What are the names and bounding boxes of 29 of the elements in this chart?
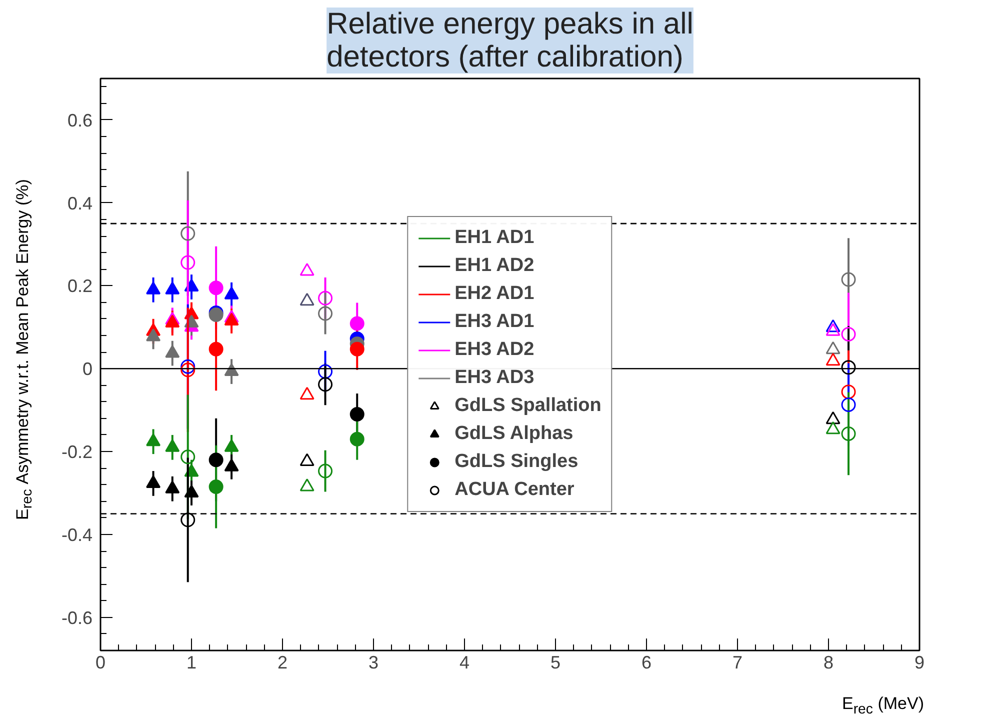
x-tick-label: 8 [823, 652, 834, 672]
legend-label: EH2 AD1 [454, 283, 534, 305]
legend-label: EH3 AD2 [454, 339, 534, 361]
legend-label: GdLS Singles [454, 451, 578, 473]
chart-title: Relative energy peaks in all detectors (after calibration) [326, 8, 694, 74]
y-tick-label: 0.4 [67, 193, 93, 214]
y-tick-label: -0.4 [61, 524, 93, 545]
x-tick-label: 5 [550, 652, 561, 672]
legend-label: GdLS Spallation [454, 395, 602, 417]
x-tick-label: 7 [732, 652, 743, 672]
legend-label: EH1 AD2 [454, 255, 534, 277]
legend-label: EH1 AD1 [454, 227, 534, 249]
legend-label: EH3 AD1 [454, 311, 534, 333]
x-tick-label: 6 [641, 652, 652, 672]
x-tick-label: 1 [186, 652, 197, 672]
y-tick-label: 0.6 [67, 110, 93, 130]
x-axis-title: E$_{rec}$ (MeV) [842, 693, 924, 717]
x-tick-label: 0 [95, 652, 106, 672]
x-tick-label: 4 [459, 652, 470, 672]
legend-label: GdLS Alphas [454, 423, 574, 445]
legend-label: ACUA Center [454, 479, 574, 501]
legend-label: EH3 AD3 [454, 367, 534, 389]
x-tick-label: 9 [914, 652, 925, 672]
y-tick-label: 0 [82, 359, 93, 380]
x-tick-label: 3 [368, 652, 379, 672]
y-tick-label: -0.2 [61, 442, 93, 462]
y-tick-label: 0.2 [67, 276, 93, 296]
x-tick-label: 2 [277, 652, 288, 672]
y-tick-label: -0.6 [61, 608, 93, 628]
